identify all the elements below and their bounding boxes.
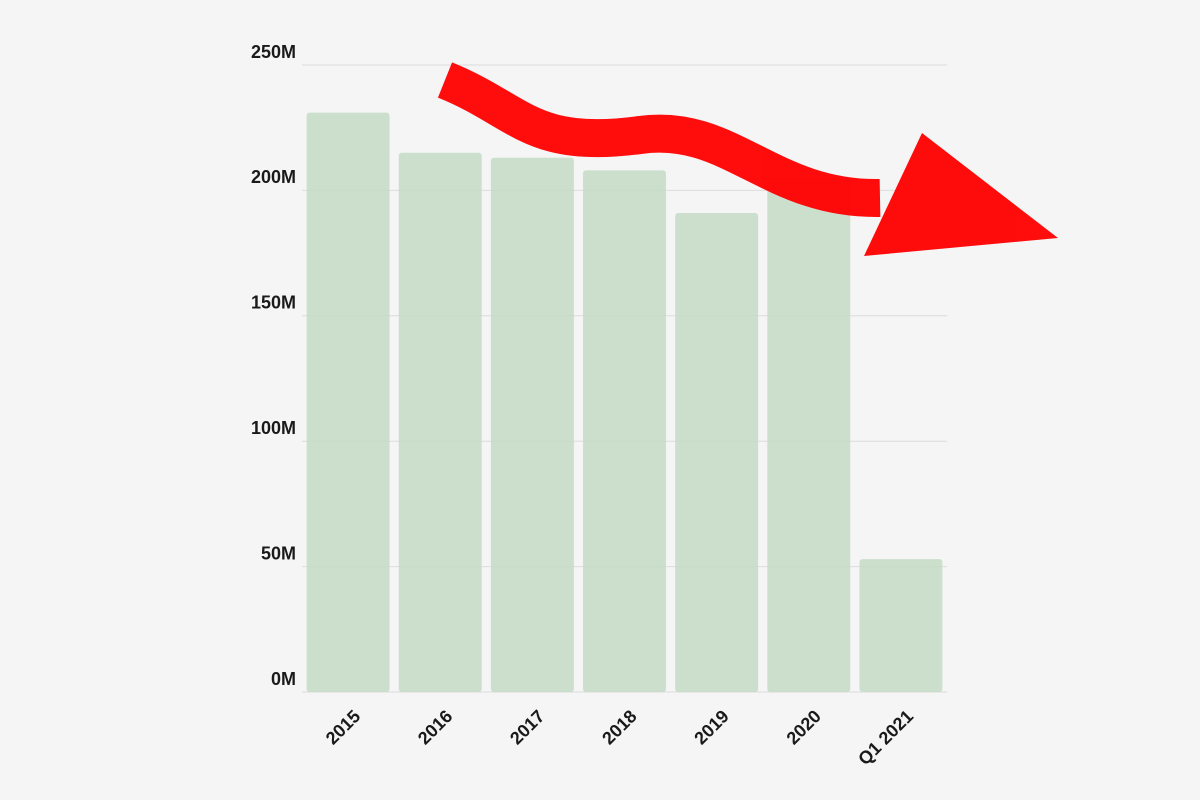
bar <box>306 112 390 693</box>
y-tick-label: 200M <box>251 167 296 187</box>
arrow-head <box>864 133 1058 256</box>
y-tick-label: 50M <box>261 543 296 563</box>
bar <box>583 170 666 692</box>
y-tick-label: 250M <box>251 42 296 62</box>
bars <box>306 112 943 693</box>
arrow-shaft <box>437 62 881 218</box>
bar <box>398 152 482 692</box>
bar <box>859 559 943 692</box>
y-tick-label: 0M <box>271 669 296 689</box>
bar <box>767 177 851 693</box>
bar <box>675 212 759 693</box>
y-tick-label: 100M <box>251 418 296 438</box>
y-tick-label: 150M <box>251 293 296 313</box>
bar <box>490 157 574 692</box>
trend-arrow <box>437 62 1058 256</box>
